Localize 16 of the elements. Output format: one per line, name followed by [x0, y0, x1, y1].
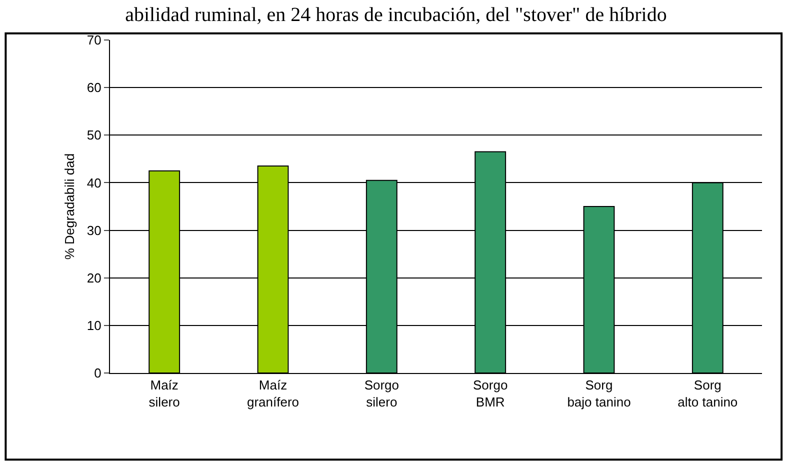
y-tick-label: 70 — [86, 32, 102, 48]
y-tick-label: 20 — [86, 270, 102, 286]
x-tick-label: Sorg alto tanino — [678, 378, 738, 410]
y-tick-label: 10 — [86, 318, 102, 333]
y-axis-title: % Degradabili dad — [62, 153, 77, 260]
y-tick-label: 40 — [86, 175, 102, 190]
x-tick-label: Maíz granífero — [246, 378, 300, 410]
x-tick-label: Sorg bajo tanino — [567, 378, 631, 410]
y-tick-label: 60 — [86, 80, 102, 96]
y-tick-label: 30 — [86, 222, 102, 238]
x-tick-label: Sorgo silero — [364, 378, 400, 410]
chart-title: abilidad ruminal, en 24 horas de incubación, del "stover" de híbrido — [125, 4, 667, 26]
y-tick-label: 0 — [94, 366, 102, 381]
y-tick-label: 50 — [86, 128, 102, 143]
x-tick-label: Sorgo BMR — [472, 378, 508, 410]
x-tick-label: Maíz silero — [148, 378, 180, 410]
